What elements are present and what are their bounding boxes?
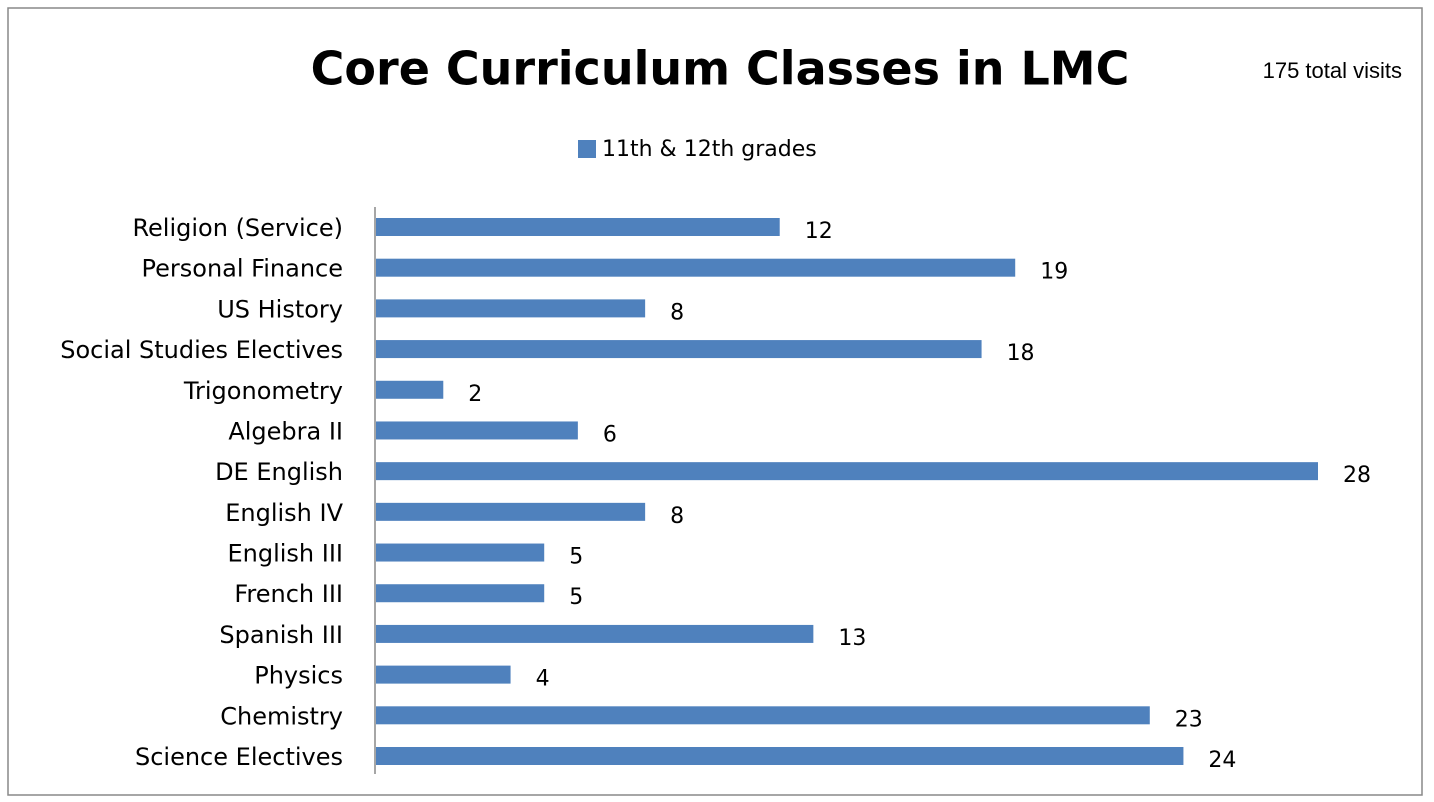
bar xyxy=(376,421,578,440)
data-label: 12 xyxy=(805,219,833,244)
y-tick-label: Social Studies Electives xyxy=(60,336,343,364)
y-tick-label: Trigonometry xyxy=(183,377,343,405)
legend-label: 11th & 12th grades xyxy=(602,137,817,162)
data-label: 4 xyxy=(536,667,550,692)
data-label: 28 xyxy=(1343,463,1371,488)
chart-frame xyxy=(7,7,1423,796)
data-label: 24 xyxy=(1208,748,1236,773)
y-tick-label: Chemistry xyxy=(220,702,343,730)
data-label: 18 xyxy=(1007,341,1035,366)
y-tick-label: US History xyxy=(217,295,343,323)
y-tick-label: English III xyxy=(227,540,343,568)
bar xyxy=(376,747,1184,765)
bar xyxy=(376,665,511,684)
y-tick-label: English IV xyxy=(225,499,343,527)
bar xyxy=(376,380,444,399)
bar xyxy=(376,340,982,359)
y-tick-label: Spanish III xyxy=(219,621,343,649)
data-label: 13 xyxy=(838,626,866,651)
data-label: 2 xyxy=(468,382,482,407)
data-label: 5 xyxy=(569,585,583,610)
y-tick-label: DE English xyxy=(215,458,343,486)
y-tick-label: French III xyxy=(234,580,343,608)
bar xyxy=(376,299,646,318)
y-tick-label: Religion (Service) xyxy=(132,214,343,242)
y-tick-label: Physics xyxy=(254,662,343,690)
bar xyxy=(376,624,814,643)
data-label: 8 xyxy=(670,504,684,529)
bar xyxy=(376,258,1016,277)
data-label: 23 xyxy=(1175,707,1203,732)
bar xyxy=(376,543,545,562)
chart-title: Core Curriculum Classes in LMC xyxy=(311,42,1130,96)
data-label: 5 xyxy=(569,545,583,570)
legend-swatch xyxy=(578,140,596,158)
bar xyxy=(376,706,1150,725)
bar xyxy=(376,218,780,236)
y-tick-label: Personal Finance xyxy=(142,255,343,283)
y-tick-label: Algebra II xyxy=(228,417,343,445)
data-label: 6 xyxy=(603,422,617,447)
bar xyxy=(376,462,1318,481)
bar xyxy=(376,584,545,603)
annotation: 175 total visits xyxy=(1263,58,1402,83)
bar xyxy=(376,502,646,521)
data-label: 19 xyxy=(1040,260,1068,285)
data-label: 8 xyxy=(670,300,684,325)
y-tick-label: Science Electives xyxy=(135,743,343,771)
